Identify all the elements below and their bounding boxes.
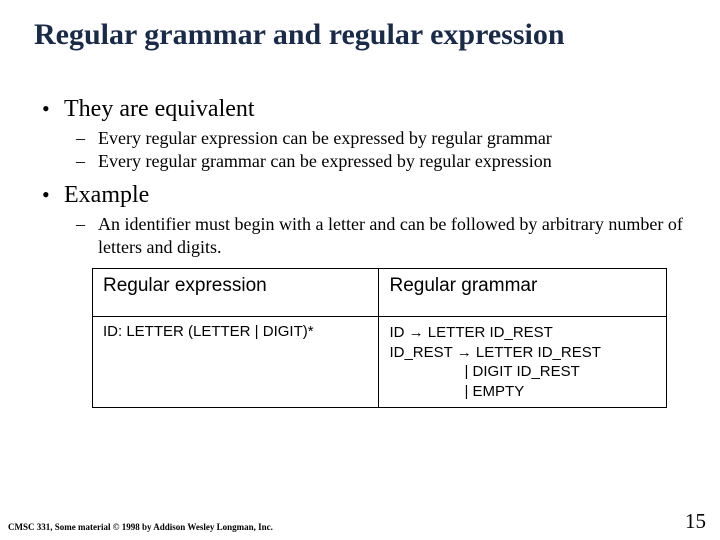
comparison-table-wrap: Regular expression Regular grammar ID: L… xyxy=(92,268,686,408)
bullet-list: They are equivalent Every regular expres… xyxy=(34,96,686,258)
sub-list-example: An identifier must begin with a letter a… xyxy=(64,213,686,258)
sub-item: Every regular expression can be expresse… xyxy=(76,127,686,150)
bullet-text: Example xyxy=(64,182,149,208)
header-grammar: Regular grammar xyxy=(379,269,667,317)
footer-copyright: CMSC 331, Some material © 1998 by Addiso… xyxy=(8,522,273,532)
table-row: ID: LETTER (LETTER | DIGIT)* ID → LETTER… xyxy=(93,317,667,408)
sub-item: An identifier must begin with a letter a… xyxy=(76,213,686,258)
grammar-line: | EMPTY xyxy=(389,382,656,402)
grammar-line: | DIGIT ID_REST xyxy=(389,362,656,382)
header-regex: Regular expression xyxy=(93,269,379,317)
cell-grammar: ID → LETTER ID_REST ID_REST → LETTER ID_… xyxy=(379,317,667,408)
comparison-table: Regular expression Regular grammar ID: L… xyxy=(92,268,667,408)
bullet-equivalent: They are equivalent Every regular expres… xyxy=(42,96,686,172)
sub-list-equivalent: Every regular expression can be expresse… xyxy=(64,127,686,172)
sub-item: Every regular grammar can be expressed b… xyxy=(76,150,686,173)
cell-regex: ID: LETTER (LETTER | DIGIT)* xyxy=(93,317,379,408)
grammar-line: ID → LETTER ID_REST xyxy=(389,323,656,343)
bullet-text: They are equivalent xyxy=(64,96,255,122)
table-header-row: Regular expression Regular grammar xyxy=(93,269,667,317)
bullet-example: Example An identifier must begin with a … xyxy=(42,182,686,258)
page-number: 15 xyxy=(685,509,706,534)
grammar-line: ID_REST → LETTER ID_REST xyxy=(389,343,656,363)
slide-title: Regular grammar and regular expression xyxy=(34,18,686,52)
